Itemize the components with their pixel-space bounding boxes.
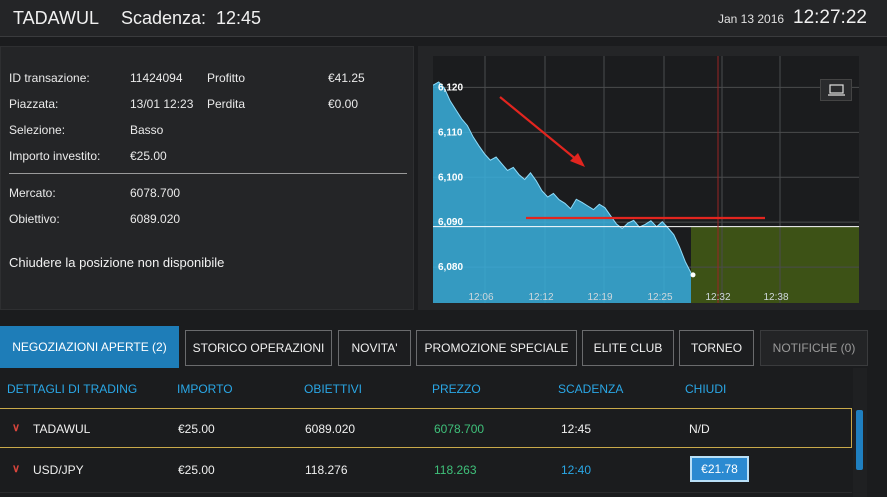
table-row[interactable]: ∨ TADAWUL €25.00 6089.020 6078.700 12:45… [0,408,852,448]
y-tick-label: 6,100 [438,172,463,183]
price-chart-panel: 6,120 6,110 6,100 6,090 6,080 12:06 12:12 12:19… [418,46,887,310]
price-cell: 118.263 [434,463,477,477]
placed-value: 13/01 12:23 [130,97,194,111]
open-trades-table: DETTAGLI DI TRADING IMPORTO OBIETTIVI PR… [0,368,887,497]
chevron-down-icon[interactable]: ∨ [12,463,21,475]
tab-open-trades[interactable]: NEGOZIAZIONI APERTE (2) [0,326,179,368]
asset-cell: USD/JPY [33,463,84,477]
profit-value: €41.25 [328,71,365,85]
transaction-id-label: ID transazione: [9,71,90,85]
asset-cell: TADAWUL [33,422,91,436]
closing-unavailable-message: Chiudere la posizione non disponibile [9,255,225,270]
price-cell: 6078.700 [434,422,485,436]
price-chart: 6,120 6,110 6,100 6,090 6,080 12:06 12:12 12:19… [433,56,859,303]
y-tick-label: 6,090 [438,217,463,228]
target-cell: 118.276 [305,463,348,477]
price-area [433,82,691,303]
annotation-arrowhead [570,153,585,167]
loss-label: Perdita [207,97,246,111]
x-tick-label: 12:06 [468,292,493,303]
amount-value: €25.00 [130,149,167,163]
column-header-close: CHIUDI [685,382,727,396]
tab-trade-history[interactable]: STORICO OPERAZIONI [185,330,332,366]
row-divider [0,492,852,493]
tab-tournament[interactable]: TORNEO [679,330,754,366]
scrollbar-thumb[interactable] [856,410,863,470]
expiry-cell: 12:40 [561,463,592,477]
amount-label: Importo investito: [9,149,101,163]
price-line [433,81,692,274]
trades-tab-bar: NEGOZIAZIONI APERTE (2) STORICO OPERAZIO… [0,326,887,368]
profit-label: Profitto [207,71,246,85]
amount-cell: €25.00 [178,463,215,477]
y-tick-label: 6,080 [438,262,463,273]
current-date: Jan 13 2016 [718,12,785,26]
x-tick-label: 12:12 [528,292,553,303]
x-tick-label: 12:38 [763,292,788,303]
future-zone [691,226,859,303]
expiry-time: 12:45 [216,8,262,28]
column-header-expiry: SCADENZA [558,382,624,396]
expand-chart-button[interactable] [820,79,852,101]
selection-label: Selezione: [9,123,66,137]
transaction-id-value: 11424094 [130,71,183,85]
x-tick-label: 12:25 [647,292,672,303]
expiry-label: Scadenza: [121,8,207,28]
chevron-down-icon[interactable]: ∨ [12,422,21,434]
target-label: Obiettivo: [9,212,60,226]
y-tick-label: 6,110 [438,127,463,138]
selection-value: Basso [130,123,164,137]
info-divider [9,173,407,174]
tab-special-promotion[interactable]: PROMOZIONE SPECIALE [416,330,577,366]
y-tick-label: 6,120 [438,82,463,93]
asset-symbol: TADAWUL [13,8,100,28]
target-cell: 6089.020 [305,422,356,436]
amount-cell: €25.00 [178,422,215,436]
current-time: 12:27:22 [793,7,867,28]
x-tick-label: 12:32 [705,292,730,303]
current-price-dot [690,272,696,278]
close-cell: N/D [689,422,710,436]
placed-label: Piazzata: [9,97,59,111]
tab-elite-club[interactable]: ELITE CLUB [582,330,674,366]
annotation-arrow [499,96,584,166]
top-bar: TADAWUL Scadenza: 12:45 Jan 13 2016 12:2… [0,0,887,37]
expand-icon [828,84,845,96]
market-label: Mercato: [9,186,56,200]
trade-info-panel: ID transazione: 11424094 Profitto €41.25… [0,46,414,310]
x-tick-label: 12:19 [587,292,612,303]
close-position-button[interactable]: €21.78 [690,456,749,482]
tab-notifications[interactable]: NOTIFICHE (0) [760,330,868,366]
column-header-amount: IMPORTO [177,382,233,396]
column-header-price: PREZZO [432,382,481,396]
tab-news[interactable]: NOVITA' [338,330,411,366]
market-value: 6078.700 [130,186,181,200]
table-row[interactable]: ∨ USD/JPY €25.00 118.276 118.263 12:40 €… [0,450,852,490]
target-value: 6089.020 [130,212,181,226]
expiry-cell: 12:45 [561,422,592,436]
column-header-targets: OBIETTIVI [304,382,363,396]
loss-value: €0.00 [328,97,359,111]
column-header-details: DETTAGLI DI TRADING [7,382,138,396]
